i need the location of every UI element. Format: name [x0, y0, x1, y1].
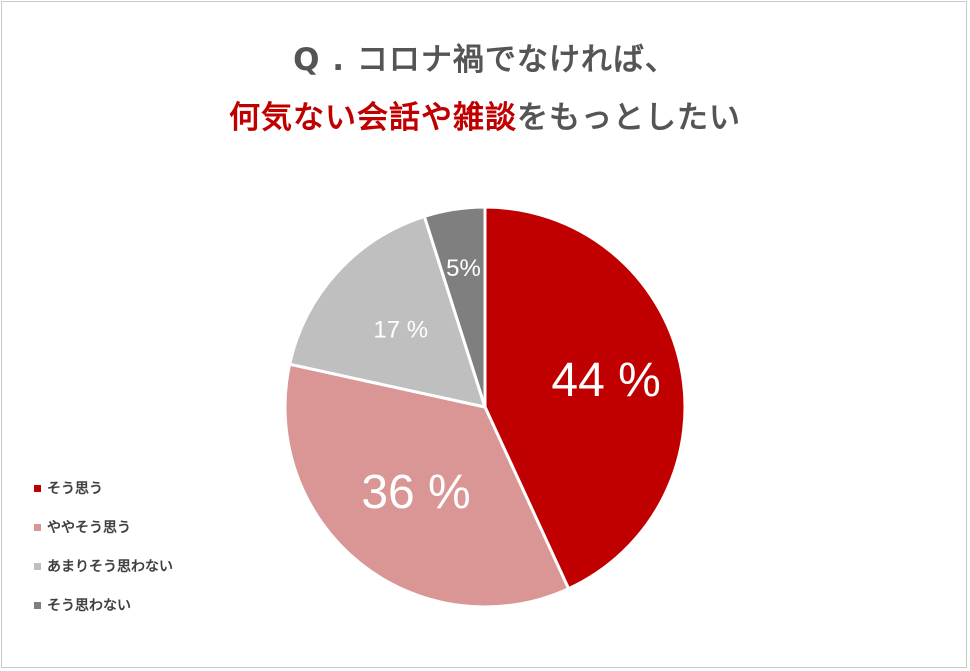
slice-amari-so-omowanai	[288, 214, 487, 409]
slice-so-omowanai	[422, 205, 487, 409]
legend-item: そう思う	[34, 478, 173, 517]
chart-title-accent: 何気ない会話や雑談	[229, 100, 517, 136]
data-label-1: 36 %	[361, 466, 470, 519]
chart-title-line1: Q . コロナ禍でなければ、	[293, 42, 677, 78]
data-label-2: 17 %	[373, 317, 428, 344]
slice-yaya-so-omou	[283, 362, 571, 609]
legend-label: ややそう思う	[47, 520, 131, 536]
chart-title-line2: 何気ない会話や雑談をもっとしたい	[0, 92, 970, 137]
chart-title-rest: をもっとしたい	[517, 100, 741, 136]
legend-swatch	[34, 484, 41, 492]
data-label-3: 5%	[446, 255, 481, 282]
legend-label: そう思う	[47, 481, 103, 497]
legend-swatch	[34, 601, 41, 609]
legend-item: そう思わない	[34, 595, 173, 634]
legend-label: そう思わない	[47, 598, 131, 614]
slice-so-omou	[483, 205, 687, 591]
legend-swatch	[34, 562, 41, 570]
legend-label: あまりそう思わない	[47, 559, 173, 575]
data-label-0: 44 %	[551, 354, 660, 407]
legend-item: ややそう思う	[34, 517, 173, 556]
legend-item: あまりそう思わない	[34, 556, 173, 595]
legend: そう思うややそう思うあまりそう思わない そう思わない	[34, 478, 173, 634]
legend-swatch	[34, 523, 41, 531]
